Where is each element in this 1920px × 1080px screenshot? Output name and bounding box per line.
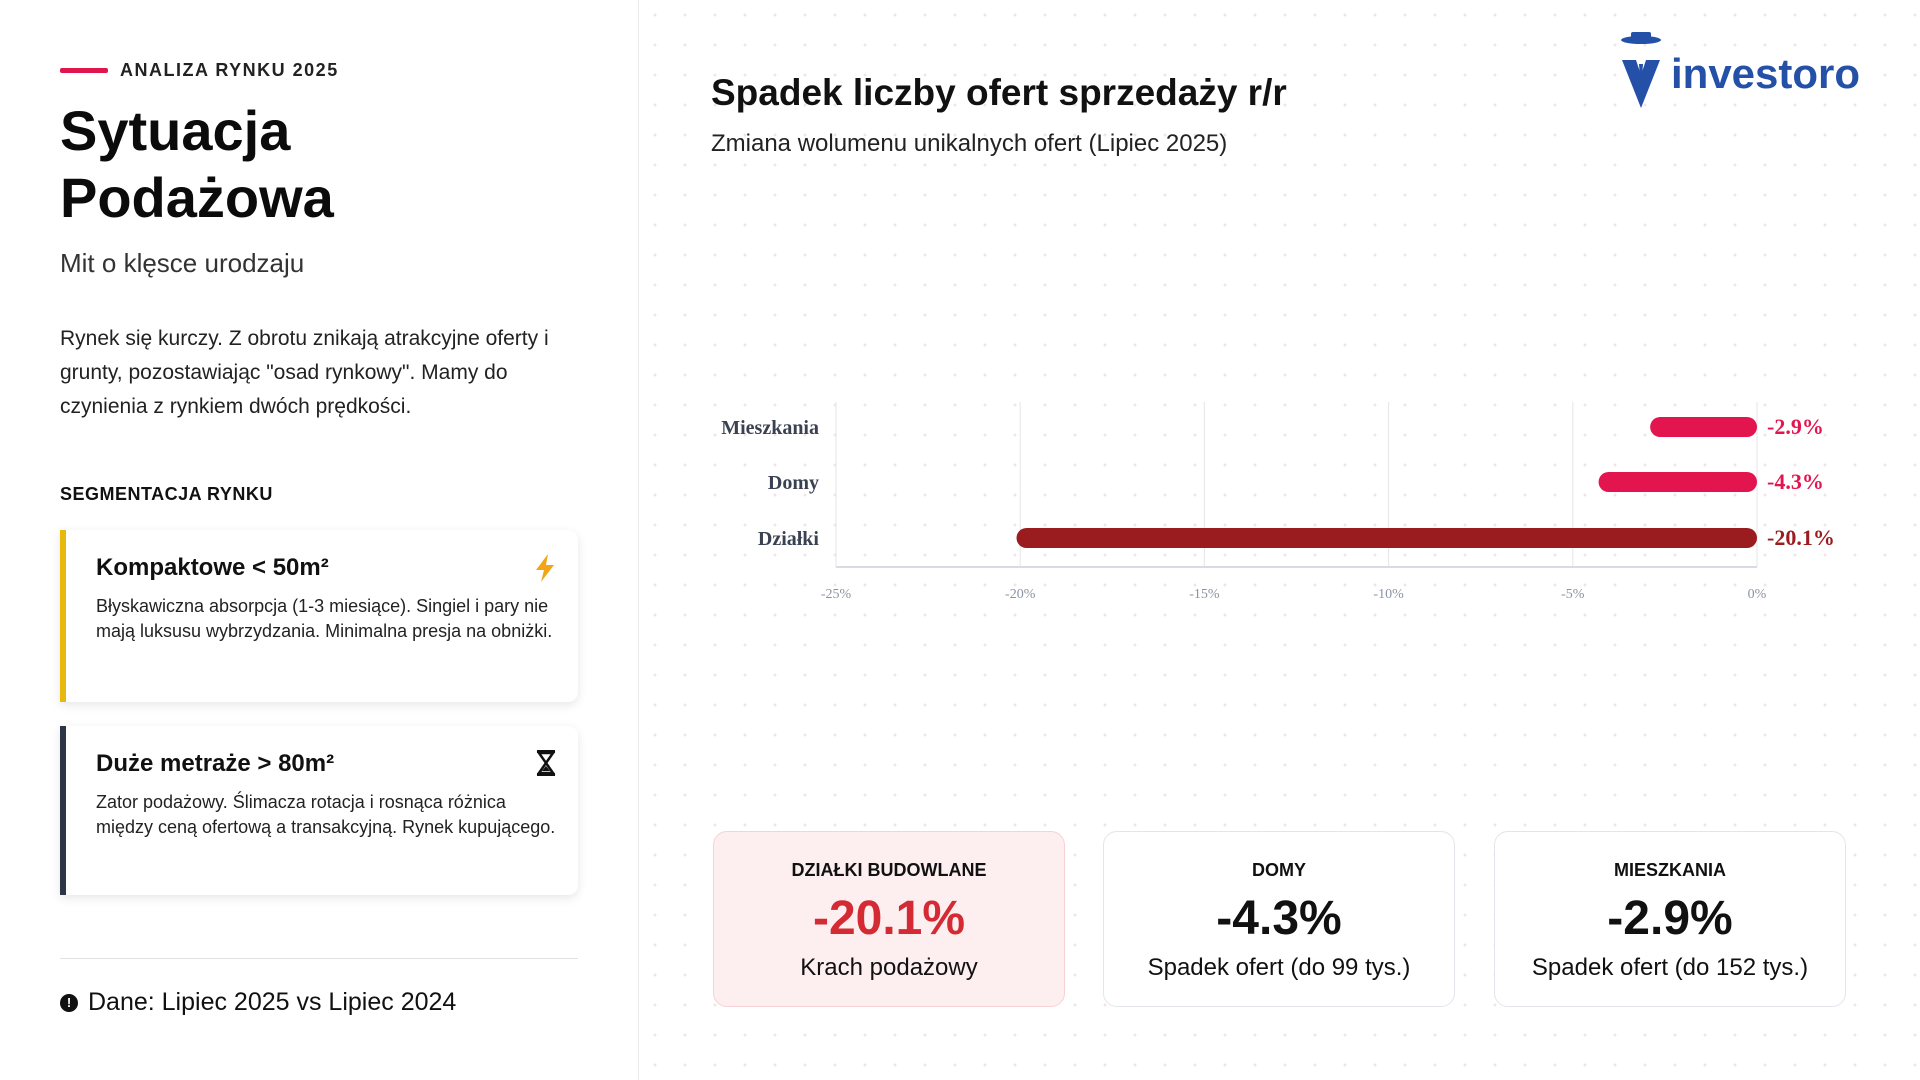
x-tick-label: 0% [1748, 587, 1767, 602]
data-source-note: ! Dane: Lipiec 2025 vs Lipiec 2024 [60, 988, 456, 1017]
logo-text: investoro [1671, 50, 1861, 97]
chart-title: Spadek liczby ofert sprzedaży r/r [711, 72, 1287, 113]
hourglass-icon [536, 750, 556, 783]
segment-card-compact: Kompaktowe < 50m² Błyskawiczna absorpcja… [60, 530, 578, 702]
data-label: -4.3% [1767, 469, 1824, 494]
category-label: Domy [768, 472, 819, 494]
card-title: Duże metraże > 80m² [96, 750, 335, 777]
card-text: Błyskawiczna absorpcja (1-3 miesiące). S… [96, 596, 553, 641]
logo-mark-icon [1621, 32, 1661, 108]
data-label: -2.9% [1767, 414, 1824, 439]
category-label: Działki [758, 528, 820, 550]
kicker-text: ANALIZA RYNKU 2025 [120, 60, 339, 80]
stat-desc: Spadek ofert (do 99 tys.) [1147, 954, 1411, 981]
footer-text: Dane: Lipiec 2025 vs Lipiec 2024 [88, 988, 457, 1016]
segment-card-large: Duże metraże > 80m² Zator podażowy. Ślim… [60, 726, 578, 895]
divider [60, 958, 578, 959]
intro-paragraph: Rynek się kurczy. Z obrotu znikają atrak… [60, 327, 549, 418]
left-panel: ANALIZA RYNKU 2025 Sytuacja Podażowa Mit… [0, 0, 639, 1080]
stat-value: -2.9% [1607, 892, 1733, 945]
page-title: Sytuacja Podażowa [60, 99, 334, 229]
bar-chart: -25% -20% -15% -10% -5% 0% Mieszkania -2.9% Domy… [721, 402, 1835, 602]
bar [1016, 528, 1757, 548]
x-tick-label: -25% [821, 587, 852, 602]
category-label: Mieszkania [721, 417, 819, 439]
data-label: -20.1% [1767, 525, 1835, 550]
chart-subtitle: Zmiana wolumenu unikalnych ofert (Lipiec… [711, 130, 1228, 157]
stat-label: MIESZKANIA [1614, 860, 1726, 880]
bar [1598, 472, 1757, 492]
x-tick-label: -20% [1005, 587, 1036, 602]
stat-card-mieszkania: MIESZKANIA -2.9% Spadek ofert (do 152 ty… [1494, 831, 1846, 1007]
info-icon: ! [60, 993, 78, 1012]
lightning-icon [534, 554, 556, 589]
x-tick-label: -10% [1373, 587, 1404, 602]
stat-value: -20.1% [812, 892, 966, 945]
x-tick-label: -5% [1561, 587, 1585, 602]
stat-value: -4.3% [1216, 892, 1342, 945]
kicker: ANALIZA RYNKU 2025 [60, 60, 339, 81]
card-title: Kompaktowe < 50m² [96, 554, 329, 581]
logo: investoro [1619, 30, 1860, 108]
stat-desc: Spadek ofert (do 152 tys.) [1531, 954, 1809, 981]
segment-heading: SEGMENTACJA RYNKU [60, 484, 273, 504]
stat-label: DOMY [1252, 860, 1306, 880]
stat-label: DZIAŁKI BUDOWLANE [791, 860, 987, 880]
card-text: Zator podażowy. Ślimacza rotacja i rosną… [96, 792, 556, 837]
x-tick-label: -15% [1189, 587, 1220, 602]
stat-card-domy: DOMY -4.3% Spadek ofert (do 99 tys.) [1103, 831, 1455, 1007]
accent-line [60, 68, 108, 73]
stat-desc: Krach podażowy [800, 954, 978, 981]
bar [1650, 417, 1757, 437]
stat-card-dzialki: DZIAŁKI BUDOWLANE -20.1% Krach podażowy [713, 831, 1065, 1007]
page-subtitle: Mit o klęsce urodzaju [60, 248, 305, 278]
